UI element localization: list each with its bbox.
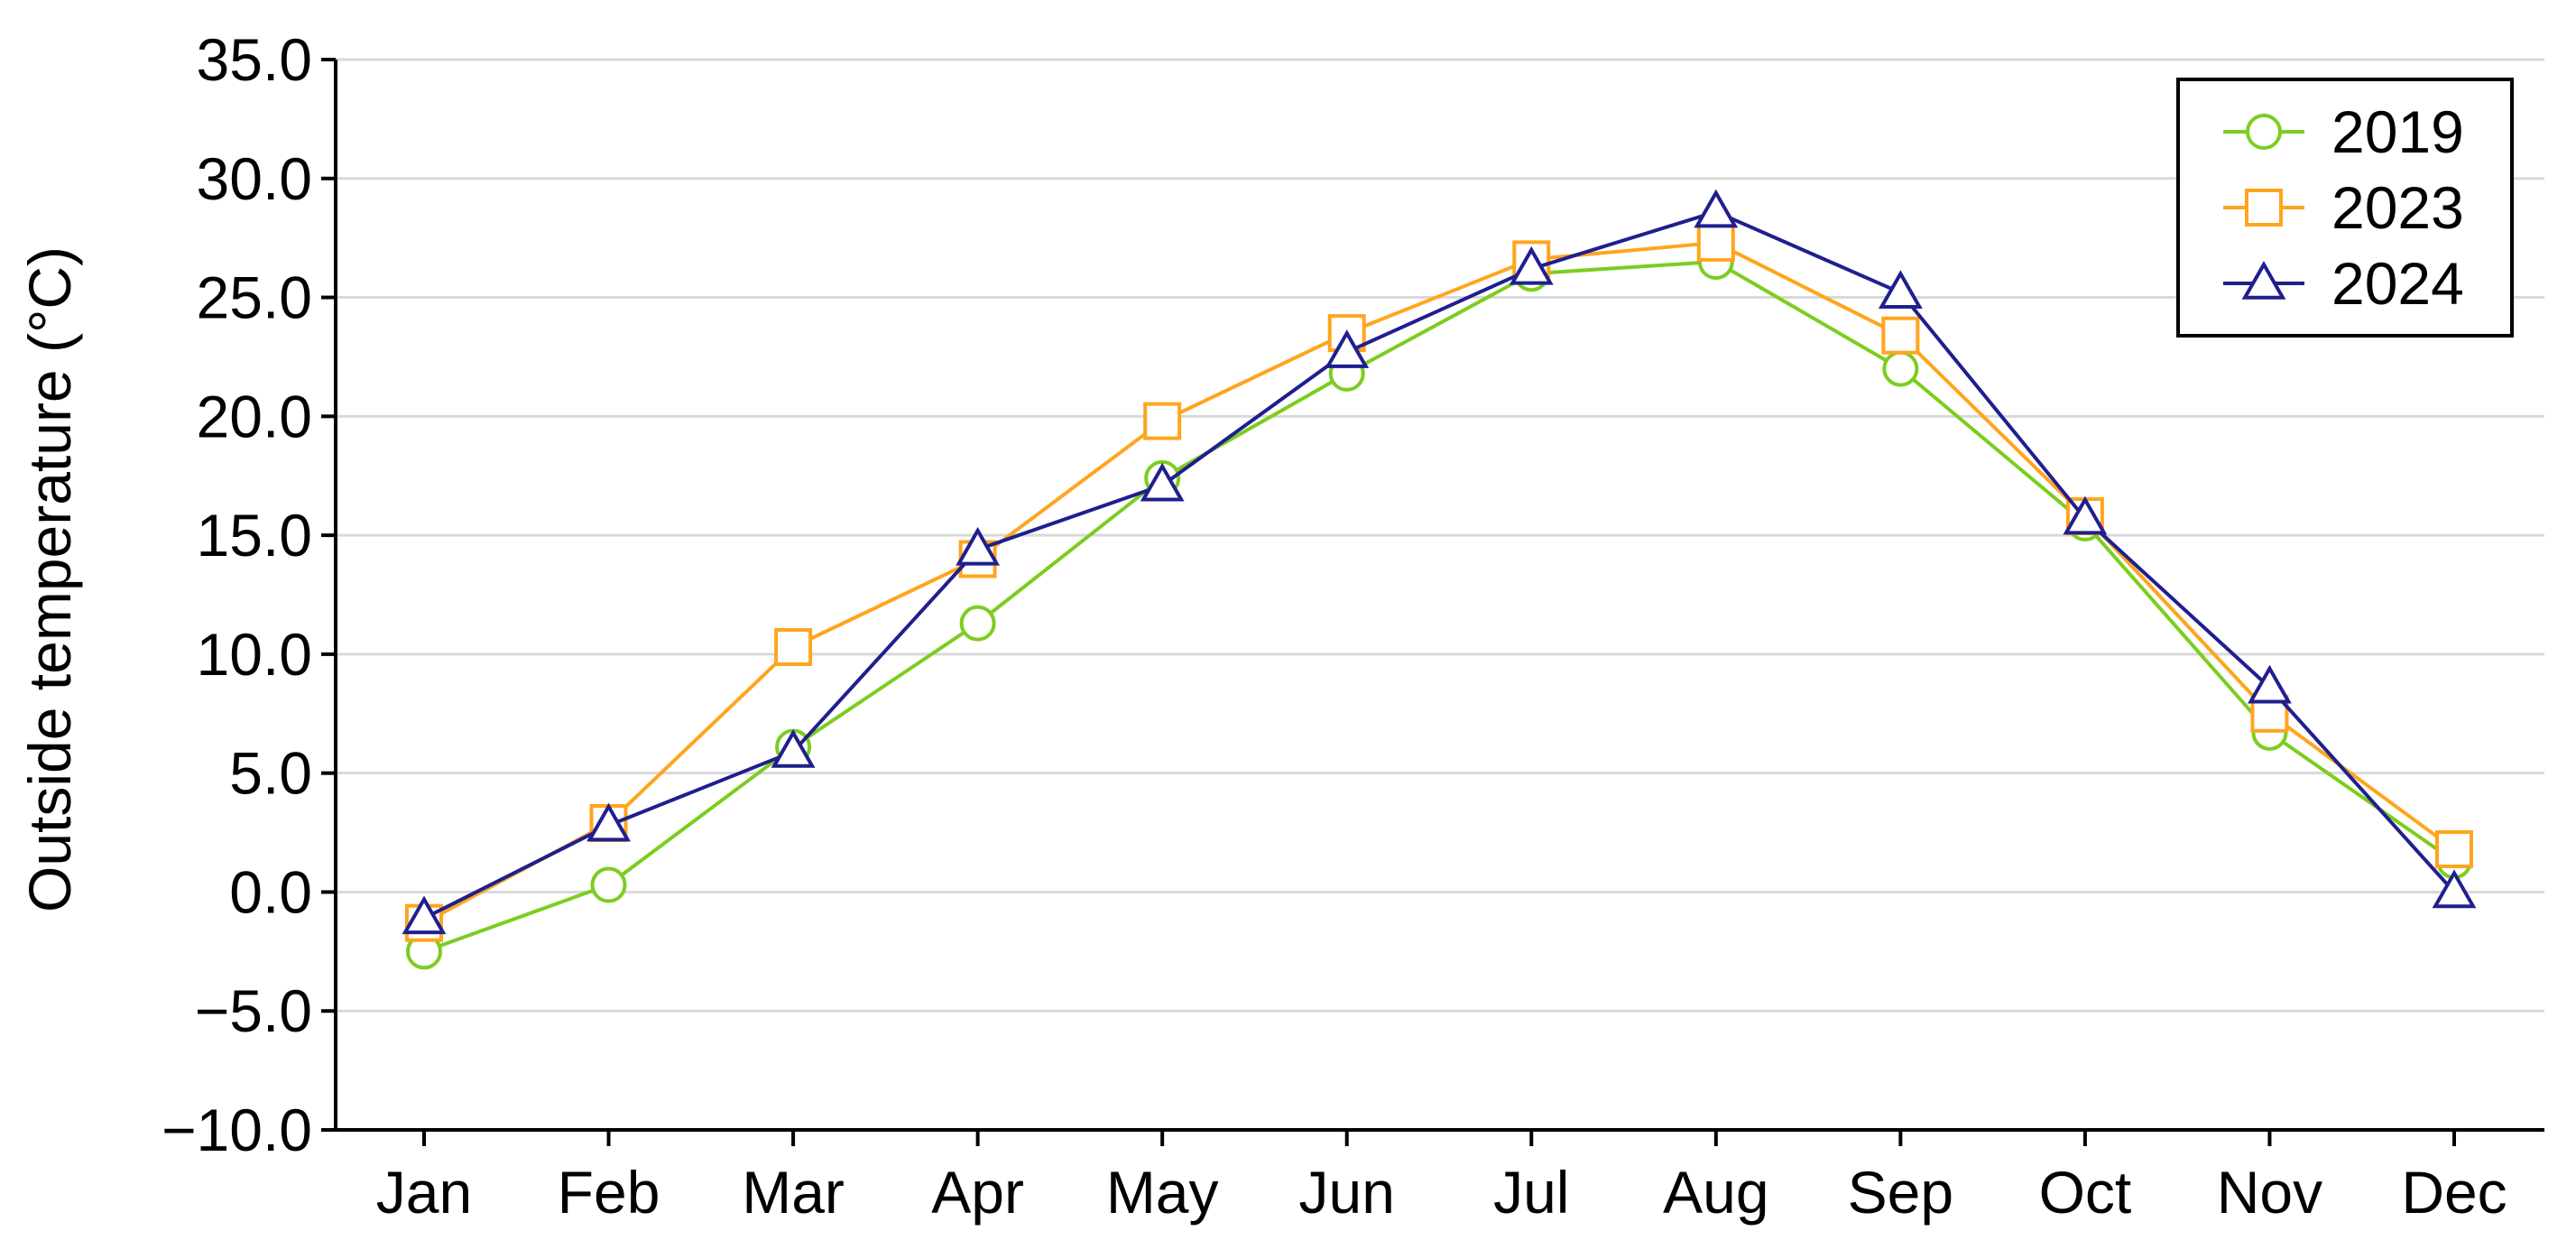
y-tick-label: 20.0 xyxy=(197,383,312,449)
y-axis-title: Outside temperature (°C) xyxy=(16,246,83,912)
data-point-circle xyxy=(959,605,996,642)
y-tick-label: 10.0 xyxy=(197,621,312,688)
gridlines xyxy=(336,58,2544,1013)
y-tick-label: 30.0 xyxy=(197,145,312,212)
data-point-square xyxy=(1696,223,1735,262)
y-tick-label: 35.0 xyxy=(197,26,312,93)
y-tick-label: 25.0 xyxy=(197,264,312,331)
x-tick-label: Aug xyxy=(1663,1159,1768,1226)
data-point-triangle xyxy=(2241,260,2286,300)
data-point-triangle xyxy=(771,728,816,768)
data-point-triangle xyxy=(1509,245,1554,285)
series-2024 xyxy=(402,189,2477,935)
data-point-triangle xyxy=(402,895,447,935)
y-tick-label: −5.0 xyxy=(195,977,312,1044)
data-point-square xyxy=(2435,830,2473,869)
series-2019 xyxy=(406,244,2472,970)
data-point-triangle xyxy=(2248,664,2292,704)
x-tick-label: Oct xyxy=(2039,1159,2132,1226)
data-point-square xyxy=(1143,402,1182,440)
data-point-circle xyxy=(590,866,627,903)
data-point-circle xyxy=(2246,114,2282,150)
x-tick-label: Jan xyxy=(376,1159,472,1226)
data-point-triangle xyxy=(956,526,1001,566)
x-axis-ticks: Jan Feb Mar Apr May Jun Jul Aug Sep Oct Nov Dec xyxy=(376,1130,2507,1226)
data-point-triangle xyxy=(2063,495,2108,535)
x-tick-label: Apr xyxy=(931,1159,1024,1226)
y-tick-label: 5.0 xyxy=(229,740,312,807)
data-point-circle xyxy=(1882,350,1919,387)
x-tick-label: Dec xyxy=(2401,1159,2507,1226)
data-point-triangle xyxy=(1878,270,1923,310)
data-point-triangle xyxy=(1694,189,1739,228)
data-point-triangle xyxy=(2432,869,2477,909)
data-point-triangle xyxy=(1140,462,1185,502)
x-tick-label: Feb xyxy=(558,1159,660,1226)
y-axis-ticks: −10.0 −5.0 0.0 5.0 10.0 15.0 20.0 25.0 30.0 35.0 xyxy=(162,26,336,1163)
x-tick-label: May xyxy=(1106,1159,1219,1226)
series-line-2024 xyxy=(423,209,2456,921)
legend-label: 2023 xyxy=(2331,174,2464,241)
data-point-triangle xyxy=(1325,329,1370,368)
x-tick-label: Mar xyxy=(742,1159,845,1226)
data-point-triangle xyxy=(586,802,631,842)
series-line-2023 xyxy=(423,240,2456,925)
legend-item-2024: 2024 xyxy=(2223,250,2464,317)
axes xyxy=(334,60,2544,1132)
x-tick-label: Jun xyxy=(1299,1159,1395,1226)
x-tick-label: Jul xyxy=(1493,1159,1569,1226)
series-2023 xyxy=(405,223,2473,942)
x-tick-label: Nov xyxy=(2217,1159,2322,1226)
y-tick-label: −10.0 xyxy=(162,1097,312,1163)
y-tick-label: 15.0 xyxy=(197,502,312,569)
legend-item-2019: 2019 xyxy=(2223,98,2464,165)
legend-item-2023: 2023 xyxy=(2223,174,2464,241)
y-tick-label: 0.0 xyxy=(229,858,312,925)
series-group xyxy=(402,189,2477,970)
data-point-square xyxy=(774,627,813,666)
series-line-2019 xyxy=(423,260,2456,954)
legend-label: 2024 xyxy=(2331,250,2464,317)
x-tick-label: Sep xyxy=(1848,1159,1953,1226)
legend-label: 2019 xyxy=(2331,98,2464,165)
legend: 2019 2023 2024 xyxy=(2176,78,2514,338)
data-point-square xyxy=(1881,316,1920,355)
data-point-square xyxy=(2245,189,2283,227)
